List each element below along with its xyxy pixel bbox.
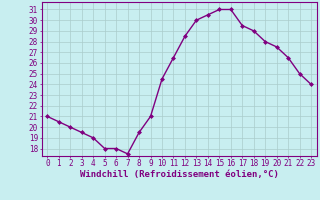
X-axis label: Windchill (Refroidissement éolien,°C): Windchill (Refroidissement éolien,°C) — [80, 170, 279, 179]
